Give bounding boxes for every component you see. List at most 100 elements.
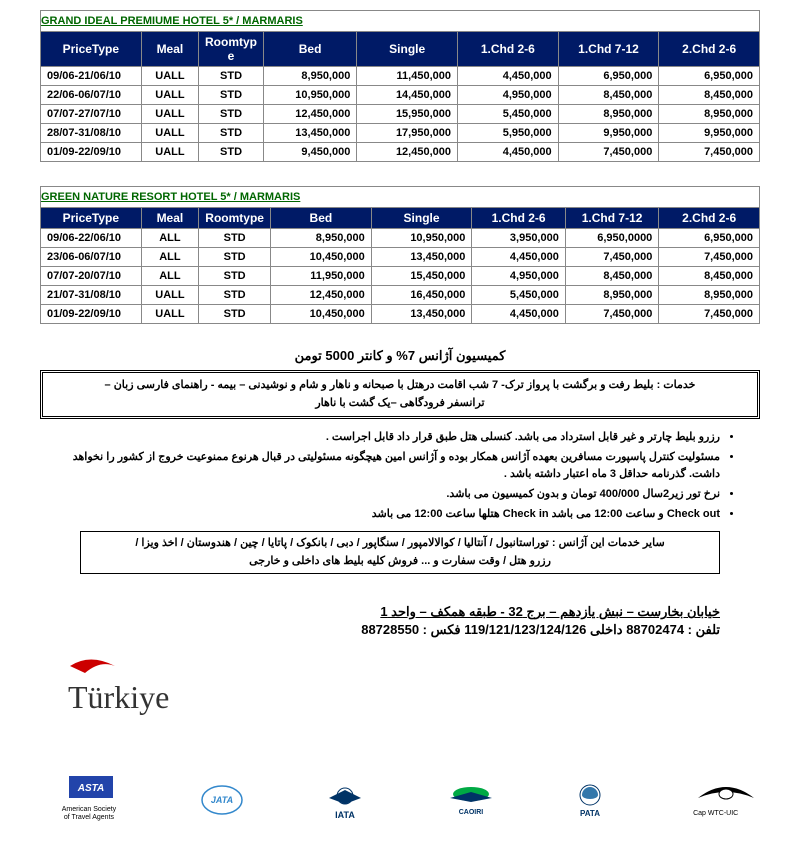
price-cell: 5,950,000 [458, 124, 559, 143]
price-cell: STD [199, 67, 264, 86]
note-item: Check out و ساعت 12:00 می باشد Check in … [40, 506, 720, 524]
note-item: نرخ تور زیر2سال 400/000 تومان و بدون کمی… [40, 486, 720, 504]
price-cell: 4,950,000 [472, 267, 565, 286]
price-table: PriceTypeMealRoomtypeBedSingle1.Chd 2-61… [40, 31, 760, 162]
caoiri-icon: CAOIRI [446, 784, 486, 812]
jata-icon: JATA [200, 784, 240, 812]
price-cell: 4,450,000 [472, 305, 565, 324]
other-services-box: سایر خدمات این آژانس : توراستانبول / آنت… [80, 531, 720, 574]
logo-caoiri: CAOIRI [446, 784, 486, 814]
services-box: خدمات : بلیط رفت و برگشت با پرواز ترک- 7… [40, 370, 760, 419]
price-cell: STD [199, 105, 264, 124]
price-cell: 22/06-06/07/10 [41, 86, 142, 105]
price-cell: UALL [141, 143, 199, 162]
price-cell: 01/09-22/09/10 [41, 305, 142, 324]
price-header-cell: PriceType [41, 208, 142, 229]
price-cell: 09/06-21/06/10 [41, 67, 142, 86]
price-row: 09/06-21/06/10UALLSTD8,950,00011,450,000… [41, 67, 760, 86]
note-item: رزرو بلیط چارتر و غیر قابل استرداد می با… [40, 429, 720, 447]
price-cell: 07/07-27/07/10 [41, 105, 142, 124]
price-cell: 10,950,000 [263, 86, 356, 105]
partner-logos-row: ASTA American Societyof Travel Agents JATA… [0, 776, 800, 841]
price-cell: STD [199, 248, 271, 267]
price-header-cell: Single [357, 32, 458, 67]
price-header-cell: Single [371, 208, 472, 229]
notes-list: رزرو بلیط چارتر و غیر قابل استرداد می با… [40, 429, 760, 523]
price-cell: 11,450,000 [357, 67, 458, 86]
price-cell: 13,450,000 [263, 124, 356, 143]
price-cell: 4,450,000 [458, 67, 559, 86]
price-cell: 7,450,000 [565, 305, 658, 324]
price-cell: UALL [141, 86, 199, 105]
note-item: مسئولیت کنترل پاسپورت مسافرین بعهده آژان… [40, 449, 720, 484]
asta-icon: ASTA [69, 776, 109, 804]
svg-text:IATA: IATA [335, 810, 355, 820]
price-cell: 12,450,000 [357, 143, 458, 162]
other-services-line: سایر خدمات این آژانس : توراستانبول / آنت… [135, 537, 664, 549]
price-cell: 3,950,000 [472, 229, 565, 248]
price-cell: 8,950,000 [565, 286, 658, 305]
phone-line: تلفن : 88702474 داخلی 119/121/123/124/12… [40, 622, 720, 638]
price-cell: ALL [141, 229, 199, 248]
price-cell: 10,950,000 [371, 229, 472, 248]
logo-iata: IATA [323, 784, 363, 814]
price-cell: 7,450,000 [659, 305, 760, 324]
price-row: 21/07-31/08/10UALLSTD12,450,00016,450,00… [41, 286, 760, 305]
logo-subtext: American Societyof Travel Agents [62, 806, 116, 821]
price-cell: 8,950,000 [558, 105, 659, 124]
price-row: 01/09-22/09/10UALLSTD10,450,00013,450,00… [41, 305, 760, 324]
price-cell: 12,450,000 [263, 105, 356, 124]
price-cell: 13,450,000 [371, 305, 472, 324]
price-cell: 07/07-20/07/10 [41, 267, 142, 286]
price-cell: 13,450,000 [371, 248, 472, 267]
price-cell: STD [199, 286, 271, 305]
price-cell: 8,950,000 [659, 105, 760, 124]
price-cell: 10,450,000 [271, 305, 372, 324]
commission-line: کمیسیون آژانس 7% و کانتر 5000 تومن [40, 348, 760, 364]
logo-wtc: Cap WTC-UIC [693, 780, 738, 818]
price-cell: 16,450,000 [371, 286, 472, 305]
logo-jata: JATA [200, 784, 240, 814]
price-cell: STD [199, 229, 271, 248]
price-header-cell: 1.Chd 7-12 [558, 32, 659, 67]
price-cell: STD [199, 267, 271, 286]
price-cell: UALL [141, 305, 199, 324]
price-cell: 5,450,000 [458, 105, 559, 124]
price-cell: 4,950,000 [458, 86, 559, 105]
price-cell: 4,450,000 [458, 143, 559, 162]
price-cell: 6,950,000 [659, 67, 760, 86]
price-row: 22/06-06/07/10UALLSTD10,950,00014,450,00… [41, 86, 760, 105]
hotel-block: GRAND IDEAL PREMIUME HOTEL 5* / MARMARIS… [40, 10, 760, 162]
logo-subtext: Cap WTC-UIC [693, 810, 738, 818]
price-cell: 9,950,000 [558, 124, 659, 143]
price-cell: ALL [141, 248, 199, 267]
price-cell: 4,450,000 [472, 248, 565, 267]
price-cell: 8,450,000 [659, 267, 760, 286]
price-cell: 6,950,000 [659, 229, 760, 248]
price-cell: 15,950,000 [357, 105, 458, 124]
svg-text:ASTA: ASTA [77, 783, 104, 794]
price-header-cell: 1.Chd 2-6 [458, 32, 559, 67]
svg-text:CAOIRI: CAOIRI [459, 809, 484, 816]
price-row: 28/07-31/08/10UALLSTD13,450,00017,950,00… [41, 124, 760, 143]
price-row: 07/07-20/07/10ALLSTD11,950,00015,450,000… [41, 267, 760, 286]
hotel-title: GREEN NATURE RESORT HOTEL 5* / MARMARIS [40, 186, 760, 207]
price-cell: 8,450,000 [659, 86, 760, 105]
price-cell: 8,950,000 [263, 67, 356, 86]
price-cell: STD [199, 305, 271, 324]
price-cell: 23/06-06/07/10 [41, 248, 142, 267]
price-cell: 8,950,000 [659, 286, 760, 305]
price-cell: 5,450,000 [472, 286, 565, 305]
price-header-cell: Meal [141, 208, 199, 229]
price-cell: 9,450,000 [263, 143, 356, 162]
price-cell: 12,450,000 [271, 286, 372, 305]
price-cell: 8,450,000 [558, 86, 659, 105]
wtc-icon [696, 780, 736, 808]
pata-icon: PATA [570, 784, 610, 812]
price-header-cell: Meal [141, 32, 199, 67]
price-cell: 15,450,000 [371, 267, 472, 286]
svg-text:JATA: JATA [210, 795, 232, 805]
price-cell: STD [199, 143, 264, 162]
price-row: 01/09-22/09/10UALLSTD9,450,00012,450,000… [41, 143, 760, 162]
logo-pata: PATA [570, 784, 610, 814]
